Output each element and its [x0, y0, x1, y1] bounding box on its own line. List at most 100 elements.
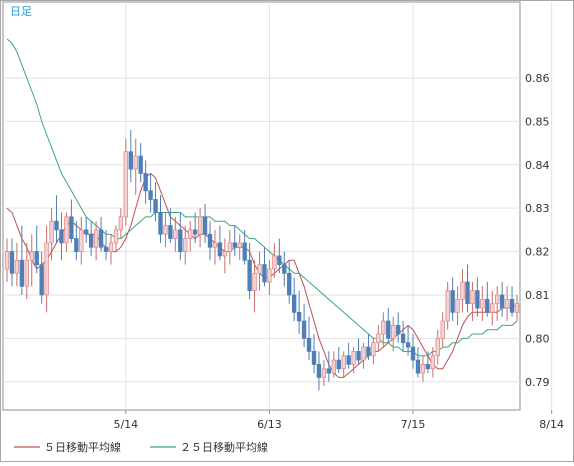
x-tick-label: 5/14 [113, 418, 138, 431]
candle [470, 281, 475, 322]
candle-body [509, 298, 515, 313]
candle [267, 260, 272, 295]
legend: ５日移動平均線 ２５日移動平均線 [14, 440, 268, 454]
candle-body [128, 151, 133, 170]
candle-body [267, 268, 272, 283]
candle [495, 286, 500, 322]
candle-body [44, 242, 49, 296]
candle [282, 251, 287, 287]
candle [123, 138, 129, 226]
candle-body [485, 298, 490, 313]
candle [207, 221, 213, 261]
candle-body [74, 238, 79, 252]
candle [351, 347, 356, 374]
ma25-line [6, 38, 518, 357]
candle [272, 242, 277, 278]
candle [455, 286, 460, 326]
candle-body [207, 233, 213, 248]
candle-body [262, 264, 267, 283]
candle [485, 281, 490, 317]
candle [415, 347, 421, 378]
candle-body [440, 320, 445, 339]
candle-body [158, 212, 163, 235]
candle-body [336, 359, 341, 370]
candle [168, 208, 173, 243]
candle-body [495, 294, 500, 305]
candle-body [123, 151, 129, 218]
candle [386, 308, 391, 343]
candle-body [202, 216, 208, 235]
y-tick-label: 0.85 [525, 115, 550, 128]
candle-body [361, 346, 366, 361]
candle-body [391, 324, 396, 339]
candle [400, 321, 406, 352]
candle-body [148, 190, 153, 200]
candle [301, 303, 307, 348]
candle-body [222, 251, 228, 257]
candle-body [54, 220, 59, 231]
candle [514, 294, 520, 322]
candle-body [445, 290, 450, 322]
candle-body [242, 242, 247, 261]
candle [440, 312, 445, 348]
candle-body [460, 281, 465, 300]
candle [435, 329, 440, 365]
candle [480, 286, 485, 322]
legend-label-ma25: ２５日移動平均線 [180, 440, 268, 454]
candle-body [178, 229, 183, 252]
candle [321, 360, 327, 387]
candle-body [88, 233, 94, 248]
candle [153, 182, 158, 222]
candle [49, 208, 54, 261]
candle-body [188, 229, 193, 239]
candle [490, 290, 495, 326]
candle-body [381, 320, 386, 335]
candle-body [19, 259, 25, 287]
candle-body [514, 303, 520, 313]
candle [242, 229, 247, 265]
candle [277, 238, 282, 274]
candle-body [386, 320, 391, 339]
candle [316, 351, 322, 391]
candle-body [29, 251, 34, 261]
x-tick-label: 6/13 [257, 418, 282, 431]
candle-body [425, 364, 431, 370]
candle [237, 234, 242, 261]
y-tick-label: 0.79 [525, 376, 550, 389]
candle-body [321, 368, 327, 378]
candle-body [351, 351, 356, 365]
candle [257, 251, 262, 291]
candle-body [282, 264, 287, 274]
candle-body [108, 242, 114, 252]
candle-body [173, 229, 178, 239]
candle [391, 316, 396, 352]
candle-body [475, 290, 480, 309]
candle-body [415, 359, 421, 374]
y-tick-label: 0.82 [525, 246, 550, 259]
candle-body [326, 368, 332, 374]
candle-body [490, 303, 495, 313]
candle [118, 208, 124, 239]
candle-body [247, 259, 252, 292]
candle-body [450, 290, 455, 313]
candles [4, 130, 520, 391]
candle [371, 338, 376, 365]
candle-body [430, 355, 436, 370]
candle-body [118, 216, 124, 231]
candle [306, 316, 312, 361]
candle-body [192, 229, 198, 235]
candle [44, 225, 49, 313]
candle [98, 216, 104, 252]
grid-lines [3, 2, 553, 414]
candle-body [138, 155, 143, 174]
x-tick-label: 8/14 [539, 418, 564, 431]
candle [499, 281, 505, 317]
candle-body [39, 264, 44, 296]
candle [202, 203, 208, 243]
candle-body [232, 242, 237, 248]
candle-body [366, 346, 371, 357]
candle [420, 355, 426, 382]
candle-body [504, 298, 510, 309]
candle-body [168, 225, 173, 239]
